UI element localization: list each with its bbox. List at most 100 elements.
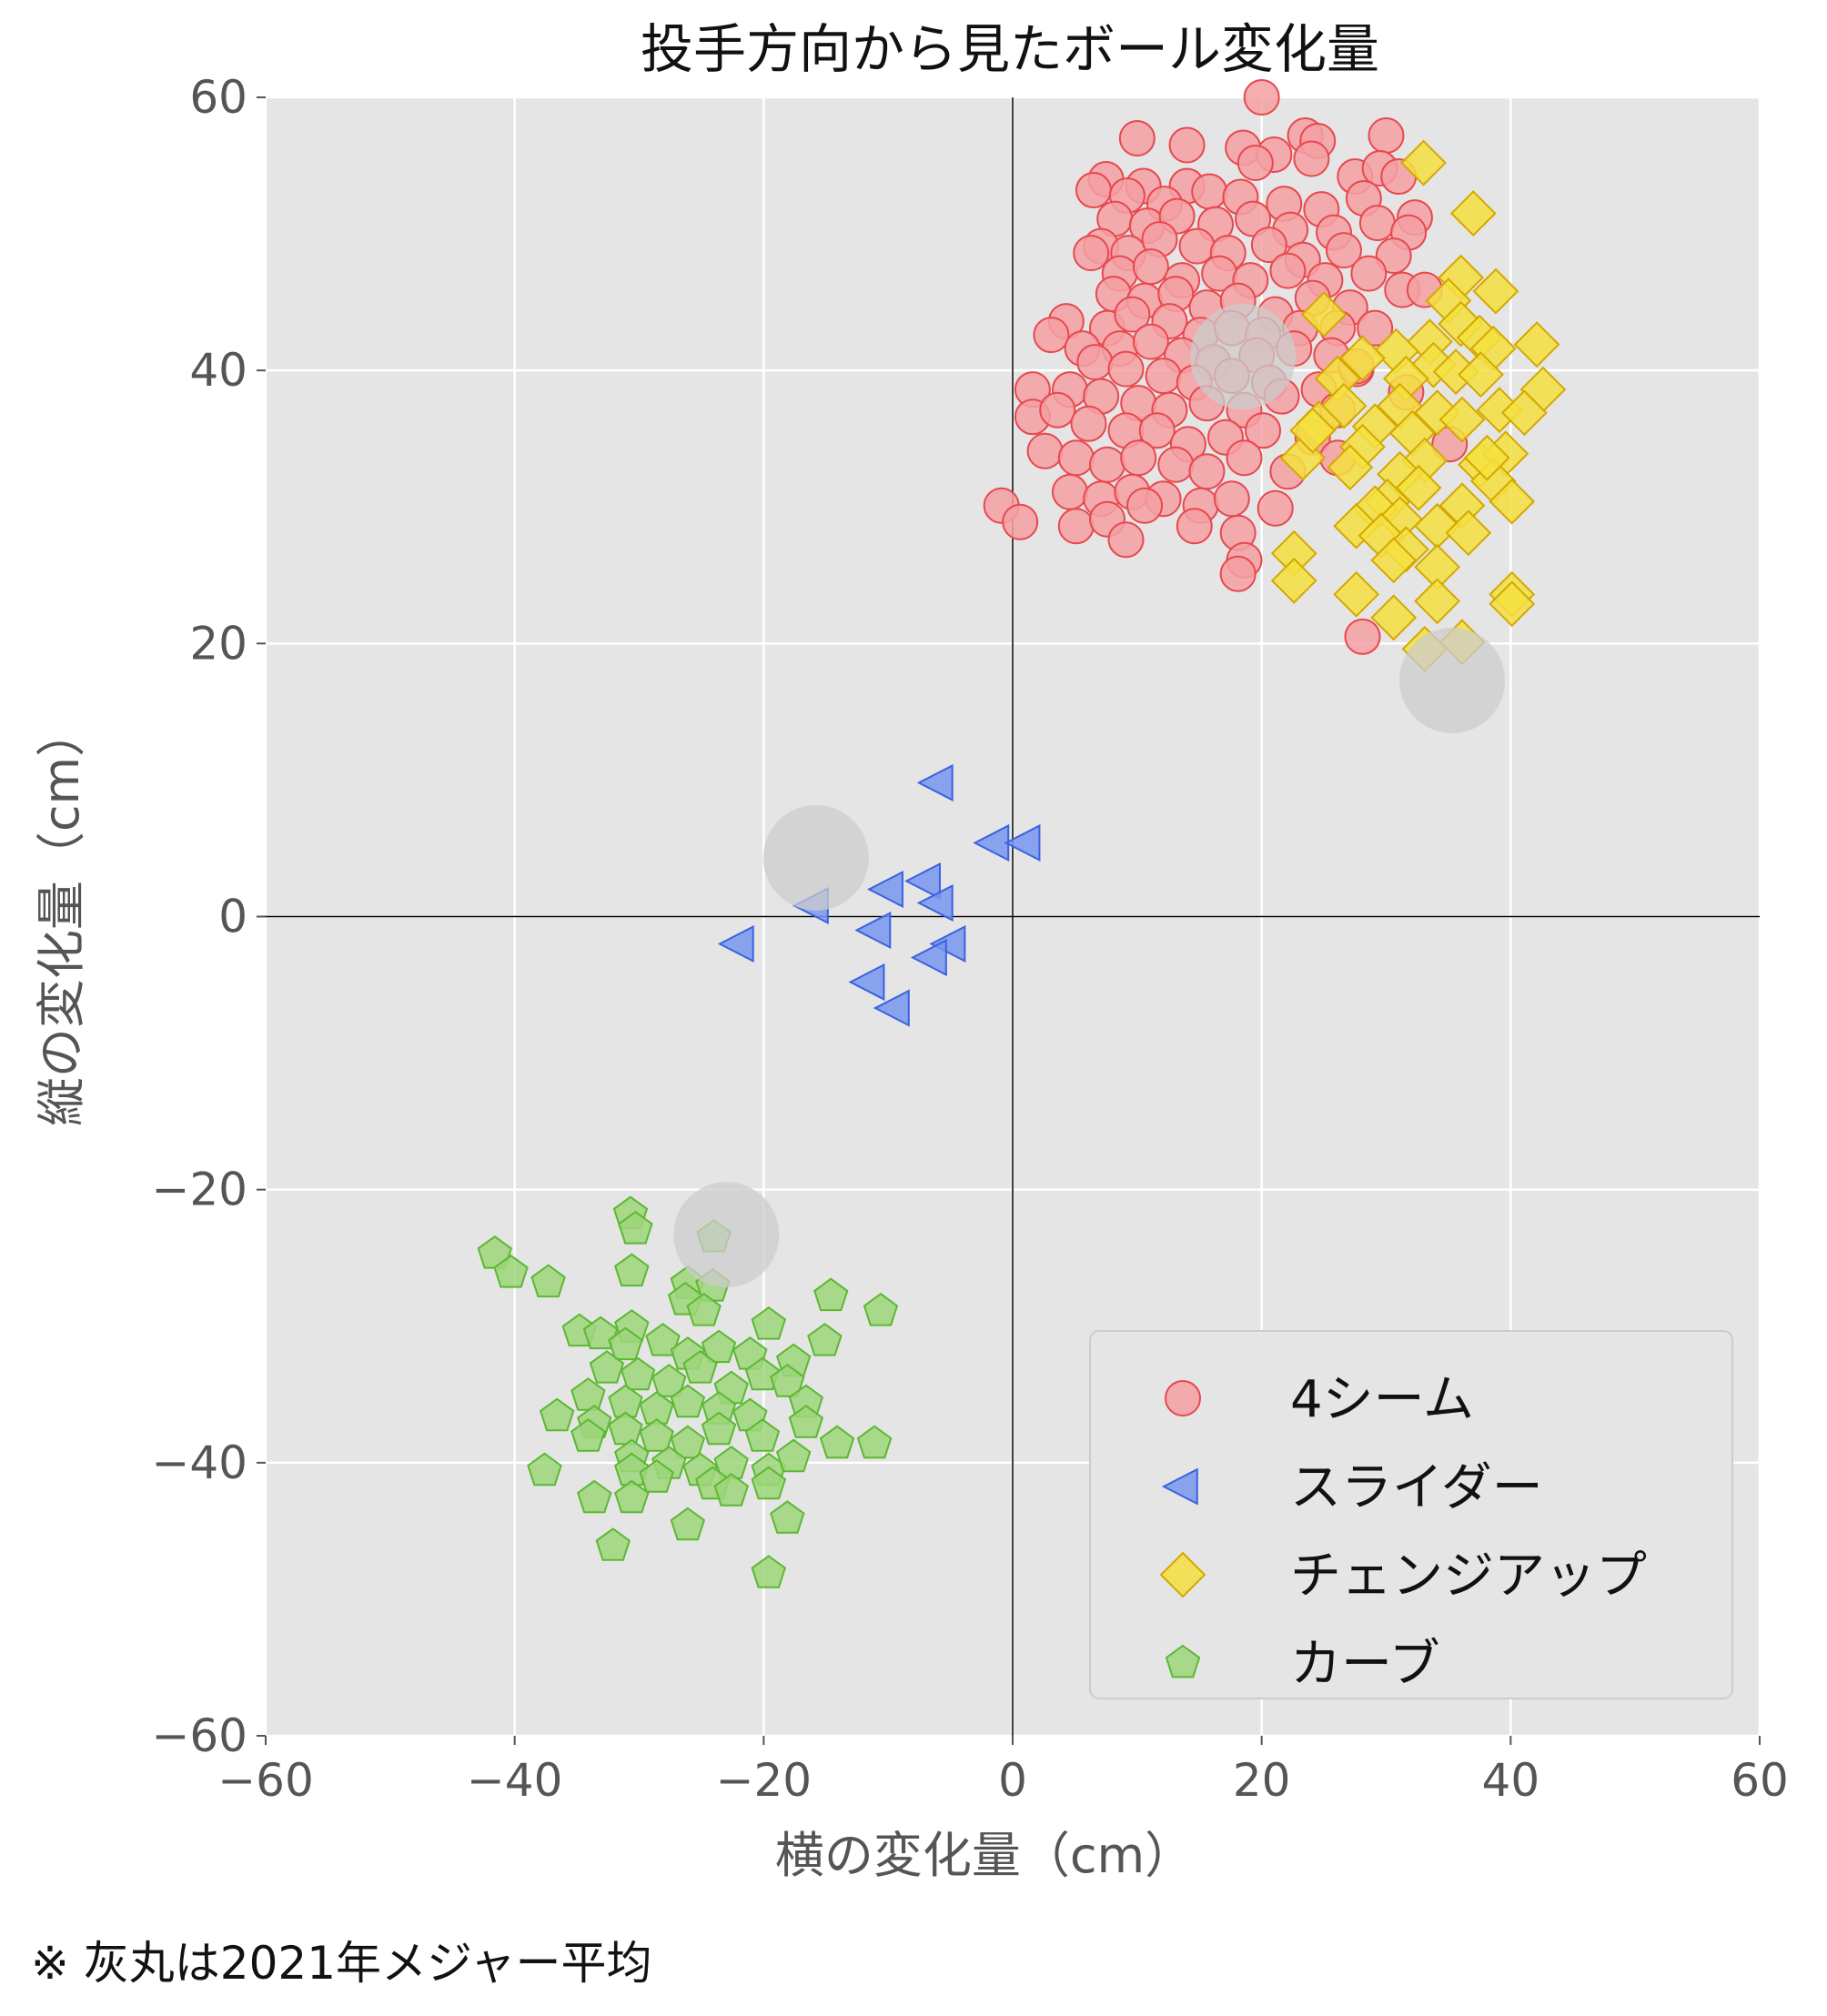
data-point <box>1250 227 1287 264</box>
data-point <box>807 1323 843 1356</box>
average-circle <box>762 804 869 911</box>
data-point <box>1237 145 1274 182</box>
data-point <box>1157 446 1195 483</box>
data-point <box>751 1305 787 1340</box>
data-point <box>1243 79 1280 116</box>
legend-item: チェンジアップ <box>1159 1547 1647 1606</box>
data-point <box>1358 205 1396 242</box>
data-point <box>1178 227 1216 265</box>
data-point <box>1132 248 1169 286</box>
data-point <box>1270 557 1317 604</box>
data-point <box>595 1527 631 1561</box>
data-point <box>1325 232 1362 269</box>
data-point <box>1075 172 1112 209</box>
data-point <box>1339 335 1386 382</box>
legend-marker <box>1159 1551 1206 1598</box>
data-point <box>1300 291 1348 338</box>
data-point <box>1118 120 1156 157</box>
data-point <box>1500 389 1548 437</box>
data-point <box>1057 439 1095 477</box>
data-point <box>670 1384 706 1418</box>
data-point <box>788 1405 824 1438</box>
data-point <box>1370 594 1418 641</box>
data-point <box>1126 487 1164 524</box>
data-point <box>1463 434 1510 481</box>
data-point <box>1076 344 1114 381</box>
data-point <box>1449 190 1497 237</box>
data-point <box>670 1425 706 1459</box>
data-point <box>873 989 910 1027</box>
y-tick-label: 40 <box>189 344 247 397</box>
data-point <box>614 1253 650 1287</box>
data-points <box>477 79 1567 1588</box>
data-point <box>819 1425 855 1459</box>
data-point <box>493 1254 529 1288</box>
legend-marker <box>1161 1467 1198 1506</box>
data-point <box>570 1418 606 1452</box>
data-point <box>682 1350 718 1384</box>
legend-marker <box>1165 1644 1201 1678</box>
data-point <box>1120 439 1157 477</box>
data-point <box>1088 446 1125 483</box>
data-point <box>1004 823 1041 862</box>
data-point <box>1107 350 1145 388</box>
footnote: ※ 灰丸は2021年メジャー平均 <box>31 1937 652 1990</box>
y-tick-label: 20 <box>189 617 247 670</box>
data-point <box>1368 117 1405 155</box>
y-tick-label: −60 <box>151 1709 247 1762</box>
x-tick-label: 0 <box>998 1754 1027 1807</box>
data-point <box>701 1411 737 1446</box>
data-point <box>1132 323 1169 360</box>
data-point <box>539 1397 575 1432</box>
data-point <box>639 1459 674 1493</box>
data-point <box>1458 351 1504 398</box>
legend-item: 4シーム <box>1165 1370 1474 1429</box>
data-point <box>1245 412 1282 449</box>
data-point <box>1344 618 1381 655</box>
x-tick-label: 40 <box>1482 1754 1540 1807</box>
data-point <box>1213 480 1250 518</box>
data-point <box>1107 521 1145 559</box>
data-point <box>1400 139 1447 186</box>
data-point <box>1489 580 1536 628</box>
x-axis-label: 横の変化量（cm） <box>775 1827 1194 1884</box>
data-point <box>1138 412 1176 449</box>
data-point <box>1226 439 1263 477</box>
data-point <box>1289 407 1337 454</box>
data-point <box>1191 173 1228 210</box>
data-point <box>1070 405 1107 442</box>
data-point <box>910 938 947 977</box>
y-tick-label: 60 <box>189 71 247 124</box>
data-point <box>1073 235 1110 272</box>
x-tick-label: −20 <box>716 1754 813 1807</box>
data-point <box>1145 358 1182 395</box>
data-point <box>713 1473 749 1507</box>
data-point <box>608 1326 643 1361</box>
data-point <box>1002 503 1039 540</box>
data-point <box>577 1479 612 1514</box>
data-point <box>1114 296 1151 333</box>
data-point <box>1489 478 1536 525</box>
data-point <box>1438 396 1486 443</box>
data-point <box>1219 555 1257 592</box>
data-point <box>589 1350 625 1384</box>
data-point <box>1176 508 1213 545</box>
data-point <box>670 1507 706 1541</box>
series-3 <box>477 1195 899 1588</box>
data-point <box>751 1466 787 1500</box>
data-point <box>614 1479 650 1514</box>
chart-title: 投手方向から見たボール変化量 <box>641 18 1379 80</box>
legend-box <box>1089 1330 1733 1699</box>
data-point <box>1168 126 1206 164</box>
y-tick-label: −20 <box>151 1164 247 1216</box>
data-point <box>1057 508 1095 545</box>
data-point <box>916 763 954 801</box>
x-tick-label: 20 <box>1233 1754 1291 1807</box>
data-point <box>848 963 885 1002</box>
data-point <box>1293 140 1330 177</box>
data-point <box>866 870 903 909</box>
data-point <box>916 883 954 922</box>
data-point <box>1051 473 1088 510</box>
